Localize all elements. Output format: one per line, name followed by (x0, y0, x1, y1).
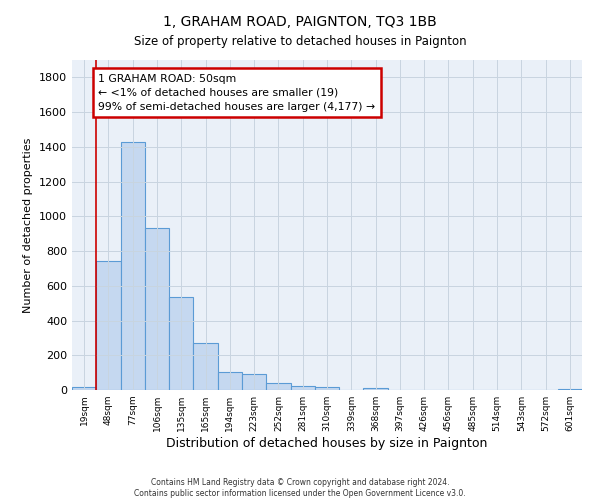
Bar (145, 228, 169, 390)
Bar (193, 343, 218, 390)
Bar (364, 388, 388, 390)
Bar (218, 372, 242, 390)
X-axis label: Distribution of detached houses by size in Paignton: Distribution of detached houses by size … (166, 437, 488, 450)
Bar (315, 388, 339, 390)
Bar (72, 387, 96, 390)
Bar (169, 297, 193, 390)
Bar (121, 142, 145, 390)
Text: 1 GRAHAM ROAD: 50sqm
← <1% of detached houses are smaller (19)
99% of semi-detac: 1 GRAHAM ROAD: 50sqm ← <1% of detached h… (98, 74, 376, 112)
Bar (290, 386, 315, 390)
Bar (266, 383, 290, 390)
Bar (558, 388, 582, 390)
Bar (242, 374, 266, 390)
Text: Contains HM Land Registry data © Crown copyright and database right 2024.
Contai: Contains HM Land Registry data © Crown c… (134, 478, 466, 498)
Text: Size of property relative to detached houses in Paignton: Size of property relative to detached ho… (134, 35, 466, 48)
Y-axis label: Number of detached properties: Number of detached properties (23, 138, 34, 312)
Bar (96, 262, 121, 390)
Text: 1, GRAHAM ROAD, PAIGNTON, TQ3 1BB: 1, GRAHAM ROAD, PAIGNTON, TQ3 1BB (163, 15, 437, 29)
